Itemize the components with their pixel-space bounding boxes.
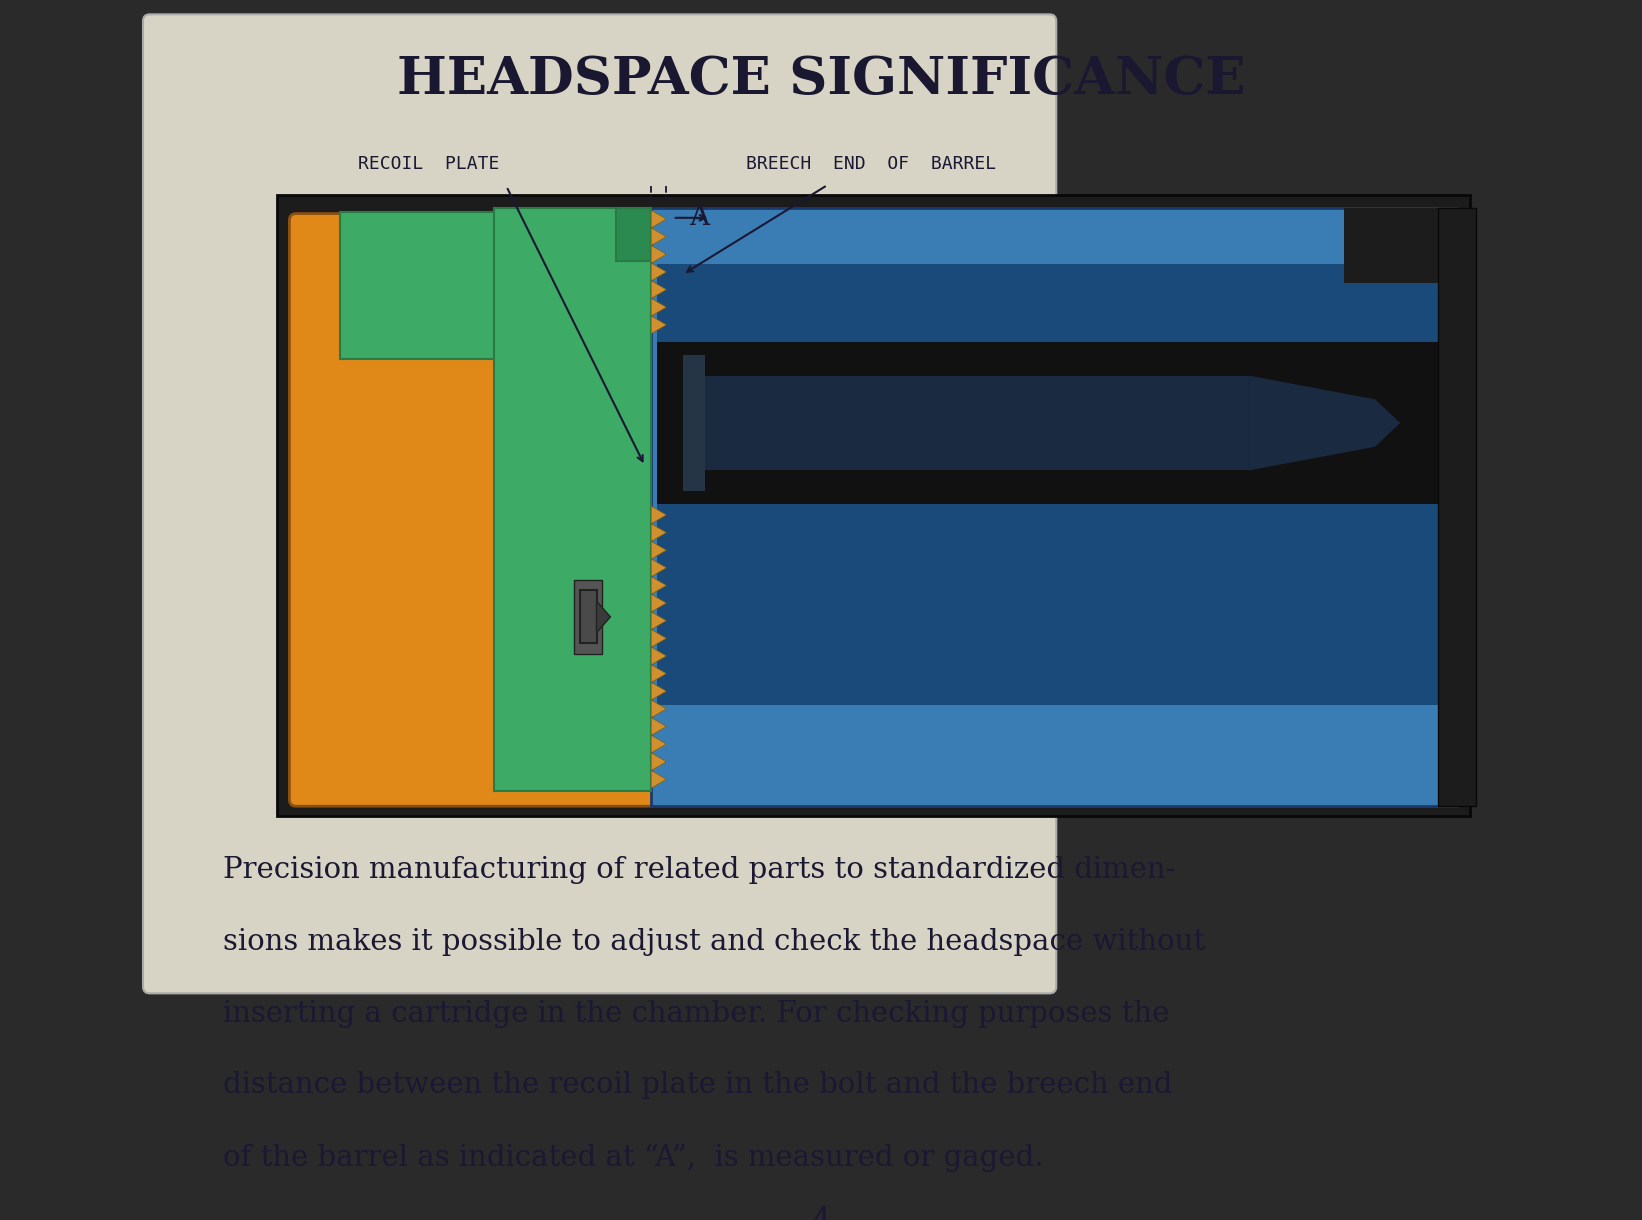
Polygon shape [1250, 376, 1401, 471]
Bar [657, 504, 1438, 705]
Polygon shape [652, 665, 667, 682]
Polygon shape [652, 506, 667, 523]
Polygon shape [652, 717, 667, 736]
Polygon shape [652, 245, 667, 264]
Text: HEADSPACE SIGNIFICANCE: HEADSPACE SIGNIFICANCE [397, 54, 1245, 105]
Polygon shape [652, 264, 667, 281]
Text: inserting a cartridge in the chamber. For checking purposes the: inserting a cartridge in the chamber. Fo… [223, 999, 1169, 1027]
Text: sions makes it possible to adjust and check the headspace without: sions makes it possible to adjust and ch… [223, 928, 1205, 956]
Polygon shape [652, 542, 667, 559]
Bar [277, 195, 1470, 816]
Polygon shape [596, 601, 611, 633]
Text: Precision manufacturing of related parts to standardized dimen-: Precision manufacturing of related parts… [223, 856, 1176, 884]
Bar [494, 207, 652, 791]
Bar [575, 580, 603, 654]
Bar [683, 355, 706, 490]
Polygon shape [652, 612, 667, 630]
Bar [652, 207, 1456, 805]
Text: 4: 4 [811, 1205, 831, 1220]
Polygon shape [652, 316, 667, 333]
Bar [1438, 207, 1476, 805]
Text: A: A [690, 204, 709, 232]
FancyBboxPatch shape [289, 214, 658, 806]
Polygon shape [652, 559, 667, 577]
Polygon shape [652, 281, 667, 299]
Text: BREECH  END  OF  BARREL: BREECH END OF BARREL [747, 155, 997, 173]
FancyBboxPatch shape [143, 15, 1056, 993]
Polygon shape [652, 210, 667, 228]
Polygon shape [652, 630, 667, 647]
Text: RECOIL  PLATE: RECOIL PLATE [358, 155, 499, 173]
Bar [701, 376, 1250, 471]
Text: of the barrel as indicated at “A”,  is measured or gaged.: of the barrel as indicated at “A”, is me… [223, 1143, 1043, 1171]
Polygon shape [652, 647, 667, 665]
Polygon shape [652, 753, 667, 771]
Bar [616, 207, 652, 261]
Polygon shape [652, 577, 667, 594]
Polygon shape [652, 700, 667, 717]
Bar [657, 265, 1438, 343]
Bar [580, 590, 596, 643]
Bar [1343, 207, 1456, 283]
Polygon shape [652, 594, 667, 612]
Polygon shape [652, 736, 667, 753]
Polygon shape [652, 299, 667, 316]
Text: distance between the recoil plate in the bolt and the breech end: distance between the recoil plate in the… [223, 1071, 1172, 1099]
Polygon shape [652, 682, 667, 700]
Polygon shape [652, 228, 667, 245]
Polygon shape [652, 771, 667, 788]
Bar [340, 211, 652, 359]
Polygon shape [652, 523, 667, 542]
Bar [657, 343, 1438, 504]
